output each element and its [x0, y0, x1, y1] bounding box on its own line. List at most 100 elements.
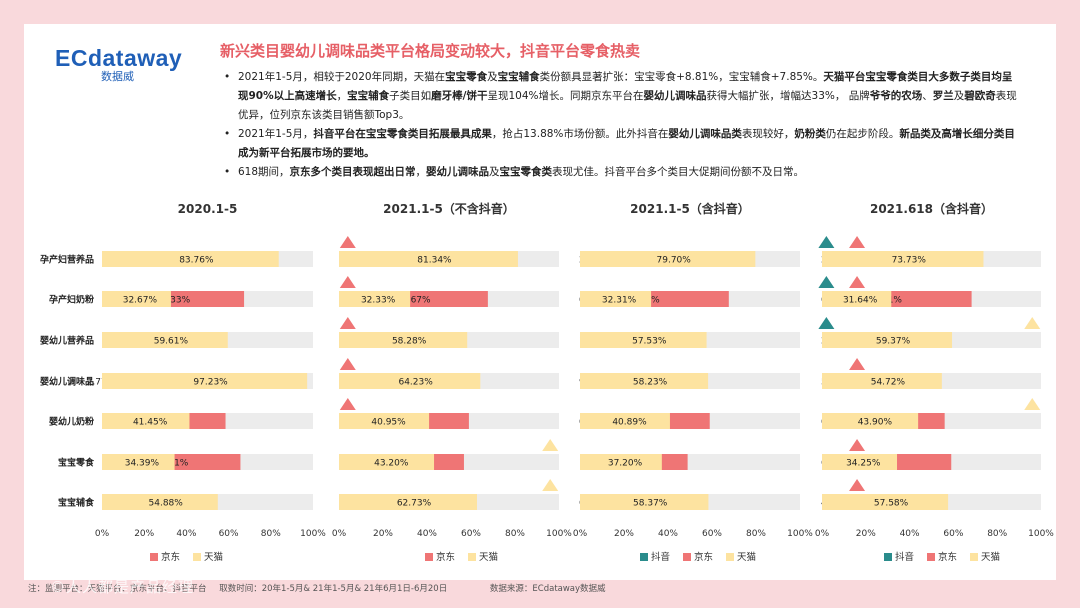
bullet-emphasis: 抖音平台在宝宝零食类目拓展最具成果 [313, 128, 492, 140]
bar-tmall [102, 373, 308, 389]
increase-marker-icon [818, 236, 835, 248]
bar-tmall [822, 332, 953, 348]
bullet-text: 2021年1-5月，相较于2020年同期，天猫在 [238, 71, 446, 83]
x-tick-label: 60% [943, 529, 963, 539]
x-tick-label: 60% [702, 529, 722, 539]
bar-tmall [339, 373, 481, 389]
bullet-text: 表现较好， [741, 128, 795, 140]
x-tick-label: 60% [219, 529, 239, 539]
data-label: 58.28% [392, 337, 427, 347]
footer-source: 数据来源：ECdataway数据威 [489, 584, 606, 594]
data-label: 59.61% [154, 337, 189, 347]
bullet-text: ，抢占13.88%市场份额。此外抖音在 [491, 128, 669, 140]
bullet-emphasis: 新品类及高增长细分类目成为新平台拓展市场的要地。 [238, 128, 1015, 159]
category-label: 婴幼儿营养品 [40, 335, 94, 347]
x-tick-label: 40% [900, 529, 920, 539]
bullet-text: 、 [922, 90, 933, 102]
summary-bullets: • 2021年1-5月，相较于2020年同期，天猫在宝宝零食及宝宝辅食类份额具显著… [222, 68, 1022, 182]
increase-marker-icon [849, 479, 866, 491]
bullet-dot-icon: • [224, 128, 231, 140]
data-label: 40.89% [612, 418, 647, 428]
bar-tmall [580, 291, 652, 307]
increase-marker-icon [849, 276, 866, 288]
increase-marker-icon [339, 236, 356, 248]
bullet-emphasis: 奶粉类 [794, 128, 826, 140]
bullet-emphasis: 宝宝零食类 [499, 166, 553, 178]
legend-swatch-douyin [640, 553, 648, 561]
x-tick-label: 0% [332, 529, 347, 539]
data-label: 54.72% [871, 378, 906, 388]
bar-tmall [822, 454, 898, 470]
x-tick-label: 100% [787, 529, 813, 539]
footer-time: 取数时间：20年1-5月& 21年1-5月& 21年6月1日-6月20日 [219, 584, 448, 594]
bullet-emphasis: 爷爷的农场 [869, 90, 923, 102]
increase-marker-icon [339, 276, 356, 288]
x-tick-label: 60% [461, 529, 481, 539]
legend-swatch-jd [150, 553, 158, 561]
bar-tmall [339, 413, 430, 429]
bar-tmall [339, 494, 478, 510]
bullet-dot-icon: • [224, 166, 231, 178]
increase-marker-icon [849, 358, 866, 370]
bullet-text: 仍在起步阶段。 [825, 128, 900, 140]
legend-label: 京东 [436, 551, 455, 563]
data-label: 57.53% [632, 337, 667, 347]
bullet-text: 子类目如 [389, 90, 432, 102]
bullet-emphasis: 罗兰 [932, 90, 954, 102]
x-tick-label: 80% [746, 529, 766, 539]
data-label: 62.73% [397, 499, 432, 509]
x-tick-label: 80% [987, 529, 1007, 539]
legend-label: 京东 [938, 551, 957, 563]
data-label: 37.20% [608, 459, 643, 469]
data-label: 41.45% [133, 418, 168, 428]
legend-label: 天猫 [204, 551, 223, 563]
data-label: 32.33% [361, 296, 396, 306]
bar-tmall [339, 454, 435, 470]
x-tick-label: 40% [658, 529, 678, 539]
legend-swatch-jd [927, 553, 935, 561]
increase-marker-icon [1024, 317, 1041, 329]
category-label: 宝宝辅食 [58, 497, 95, 509]
data-label: 58.23% [633, 378, 668, 388]
bullet-text: 表现优异，位列京东该类目销售额Top3。 [238, 90, 1017, 121]
bullet-emphasis: 婴幼儿调味品 [426, 166, 490, 178]
x-tick-label: 80% [261, 529, 281, 539]
brand-logo: ECdataway 数据威 [55, 46, 205, 90]
bar-tmall [580, 454, 662, 470]
legend-label: 京东 [161, 551, 180, 563]
increase-marker-icon [1024, 398, 1041, 410]
footer-notes: 注：监测平台：天猫平台、京东平台、抖音平台 取数时间：20年1-5月& 21年1… [28, 582, 606, 594]
category-label: 孕产妇奶粉 [49, 294, 94, 306]
increase-marker-icon [818, 276, 835, 288]
data-label: 59.37% [876, 337, 911, 347]
bar-tmall [580, 373, 709, 389]
bullet-emphasis: 磨牙棒/饼干 [431, 90, 488, 102]
bar-tmall [822, 251, 984, 267]
data-label: 67.67% [396, 296, 431, 306]
data-label: 81.34% [417, 256, 452, 266]
x-tick-label: 0% [573, 529, 588, 539]
x-tick-label: 20% [134, 529, 154, 539]
legend-swatch-tmall [970, 553, 978, 561]
bar-tmall [339, 251, 518, 267]
legend-swatch-douyin [884, 553, 892, 561]
data-label: 31.64% [843, 296, 878, 306]
bullet-emphasis: 宝宝辅食 [347, 90, 390, 102]
x-tick-label: 80% [505, 529, 525, 539]
category-label: 婴幼儿奶粉 [49, 416, 94, 428]
data-label: 32.31% [602, 296, 637, 306]
data-label: 97.23% [193, 378, 228, 388]
bullet-emphasis: 婴幼儿调味品 [643, 90, 707, 102]
bullet-text: 及 [489, 166, 500, 178]
increase-marker-icon [849, 236, 866, 248]
bar-tmall [580, 494, 709, 510]
summary-bullet: • 2021年1-5月，相较于2020年同期，天猫在宝宝零食及宝宝辅食类份额具显著… [222, 68, 1022, 125]
bar-tmall [102, 251, 279, 267]
data-label: 73.73% [892, 256, 927, 266]
category-label: 孕产妇营养品 [40, 254, 94, 266]
data-label: 79.70% [657, 256, 692, 266]
bullet-text: 及 [487, 71, 498, 83]
legend-swatch-tmall [468, 553, 476, 561]
bar-tmall [339, 332, 468, 348]
